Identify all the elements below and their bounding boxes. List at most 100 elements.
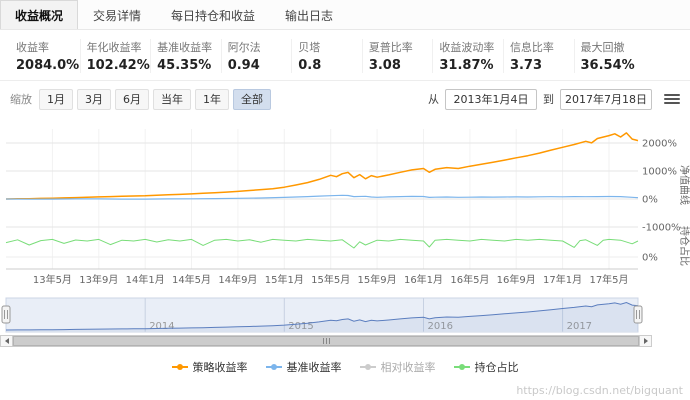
stat-value: 3.08 bbox=[368, 58, 401, 73]
svg-text:净值曲线: 净值曲线 bbox=[678, 165, 690, 205]
stat-value: 0.94 bbox=[227, 58, 260, 73]
stat-label: 贝塔 bbox=[298, 41, 321, 54]
zoom-label: 缩放 bbox=[10, 93, 32, 106]
svg-text:15年5月: 15年5月 bbox=[311, 273, 350, 286]
stat-label: 最大回撤 bbox=[580, 41, 625, 54]
stat-label: 收益波动率 bbox=[439, 41, 495, 54]
stat-item: 阿尔法 0.94 bbox=[220, 39, 292, 73]
scrollbar-left-arrow[interactable] bbox=[0, 335, 13, 347]
svg-text:2015: 2015 bbox=[288, 321, 313, 332]
right-arrow-icon bbox=[643, 338, 651, 344]
zoom-range-button[interactable]: 1年 bbox=[195, 88, 229, 110]
legend-item[interactable]: 相对收益率 bbox=[359, 359, 436, 375]
svg-text:-1000%: -1000% bbox=[642, 223, 681, 234]
tab[interactable]: 收益概况 bbox=[0, 0, 79, 29]
tab[interactable]: 每日持仓和收益 bbox=[156, 0, 270, 29]
stat-item: 收益率 2084.0% bbox=[10, 39, 80, 73]
zoom-range-button[interactable]: 6月 bbox=[115, 88, 149, 110]
tab-label: 输出日志 bbox=[285, 8, 334, 23]
stat-value: 31.87% bbox=[439, 58, 494, 73]
svg-text:持仓占比: 持仓占比 bbox=[678, 226, 690, 266]
from-label: 从 bbox=[428, 93, 439, 106]
scrollbar-grip-icon bbox=[322, 338, 330, 344]
stat-value: 102.42% bbox=[86, 58, 150, 73]
svg-text:2014: 2014 bbox=[149, 321, 174, 332]
stat-value: 0.8 bbox=[298, 58, 322, 73]
svg-text:17年5月: 17年5月 bbox=[589, 273, 628, 286]
stat-label: 基准收益率 bbox=[157, 41, 213, 54]
svg-text:0%: 0% bbox=[642, 195, 658, 206]
svg-text:2000%: 2000% bbox=[642, 139, 677, 150]
stat-value: 2084.0% bbox=[16, 58, 80, 73]
main-chart-svg: 13年5月 13年9月 14年1月 14年5月 14年9月 15年1月 15年5月 15年9月… bbox=[5, 129, 690, 286]
svg-text:15年1月: 15年1月 bbox=[265, 273, 304, 286]
to-label: 到 bbox=[543, 93, 554, 106]
legend-label: 基准收益率 bbox=[286, 361, 342, 374]
legend-marker-icon bbox=[453, 364, 470, 370]
stat-item: 贝塔 0.8 bbox=[291, 39, 362, 73]
zoom-buttons: 1月 3月 6月 当年 1年 全部 bbox=[39, 88, 275, 110]
navigator-handle-left[interactable] bbox=[1, 305, 11, 324]
chart-scrollbar bbox=[0, 335, 652, 347]
legend-marker-icon bbox=[359, 364, 376, 370]
stat-item: 信息比率 3.73 bbox=[502, 39, 574, 73]
zoom-range-button[interactable]: 全部 bbox=[233, 88, 271, 110]
left-arrow-icon bbox=[2, 338, 9, 344]
stat-item: 夏普比率 3.08 bbox=[361, 39, 433, 73]
stat-value: 3.73 bbox=[509, 58, 543, 73]
legend-item[interactable]: 基准收益率 bbox=[265, 359, 342, 375]
stat-item: 最大回撤 36.54% bbox=[573, 39, 645, 73]
stat-label: 收益率 bbox=[16, 41, 49, 54]
chart-legend: 策略收益率 基准收益率 相对收益率 持仓占比 bbox=[0, 359, 690, 375]
scrollbar-right-arrow[interactable] bbox=[639, 335, 652, 347]
stats-divider bbox=[0, 80, 690, 81]
svg-text:14年1月: 14年1月 bbox=[126, 273, 165, 286]
watermark: https://blog.csdn.net/bigquant bbox=[514, 384, 685, 397]
svg-text:17年1月: 17年1月 bbox=[543, 273, 582, 286]
svg-text:16年1月: 16年1月 bbox=[404, 273, 443, 286]
stat-label: 夏普比率 bbox=[368, 41, 413, 54]
stat-label: 信息比率 bbox=[509, 41, 554, 54]
chart-menu-icon[interactable] bbox=[664, 92, 680, 106]
svg-text:13年5月: 13年5月 bbox=[33, 273, 72, 286]
navigator-svg: 2014 2015 2016 2017 bbox=[1, 297, 643, 333]
strategy-series-line bbox=[5, 132, 639, 200]
legend-item[interactable]: 策略收益率 bbox=[171, 359, 248, 375]
navigator-series-line bbox=[5, 301, 639, 331]
zoom-range-button[interactable]: 1月 bbox=[39, 88, 73, 110]
tab-bar: 收益概况 交易详情 每日持仓和收益 输出日志 bbox=[0, 0, 690, 30]
navigator-handle-right[interactable] bbox=[633, 305, 643, 324]
tab-label: 交易详情 bbox=[93, 8, 142, 23]
zoom-range-button[interactable]: 3月 bbox=[77, 88, 111, 110]
legend-label: 相对收益率 bbox=[380, 361, 436, 374]
tab-label: 收益概况 bbox=[15, 8, 64, 23]
svg-text:16年9月: 16年9月 bbox=[497, 273, 536, 286]
stats-row: 收益率 2084.0% 年化收益率 102.42% 基准收益率 45.35% 阿… bbox=[0, 30, 690, 80]
benchmark-series-line bbox=[5, 194, 639, 200]
scrollbar-track[interactable] bbox=[13, 335, 639, 347]
svg-text:0%: 0% bbox=[642, 253, 658, 264]
legend-label: 持仓占比 bbox=[474, 361, 519, 374]
legend-item[interactable]: 持仓占比 bbox=[453, 359, 519, 375]
stat-item: 基准收益率 45.35% bbox=[150, 39, 221, 73]
main-chart[interactable]: 13年5月 13年9月 14年1月 14年5月 14年9月 15年1月 15年5月 15年9月… bbox=[0, 119, 690, 291]
to-date-input[interactable] bbox=[560, 88, 652, 110]
stat-label: 阿尔法 bbox=[227, 41, 261, 54]
stat-item: 年化收益率 102.42% bbox=[79, 39, 151, 73]
zoom-range-button[interactable]: 当年 bbox=[153, 88, 191, 110]
tab[interactable]: 输出日志 bbox=[270, 0, 348, 29]
svg-text:13年9月: 13年9月 bbox=[79, 273, 118, 286]
stat-value: 36.54% bbox=[580, 58, 635, 73]
from-date-input[interactable] bbox=[445, 88, 537, 110]
svg-text:16年5月: 16年5月 bbox=[450, 273, 489, 286]
legend-marker-icon bbox=[171, 364, 188, 370]
stat-label: 年化收益率 bbox=[86, 41, 142, 54]
tab[interactable]: 交易详情 bbox=[78, 0, 156, 29]
svg-text:1000%: 1000% bbox=[642, 167, 677, 178]
svg-text:15年9月: 15年9月 bbox=[358, 273, 397, 286]
scrollbar-thumb[interactable] bbox=[13, 336, 639, 346]
svg-text:2017: 2017 bbox=[567, 321, 592, 332]
navigator[interactable]: 2014 2015 2016 2017 bbox=[0, 297, 690, 333]
